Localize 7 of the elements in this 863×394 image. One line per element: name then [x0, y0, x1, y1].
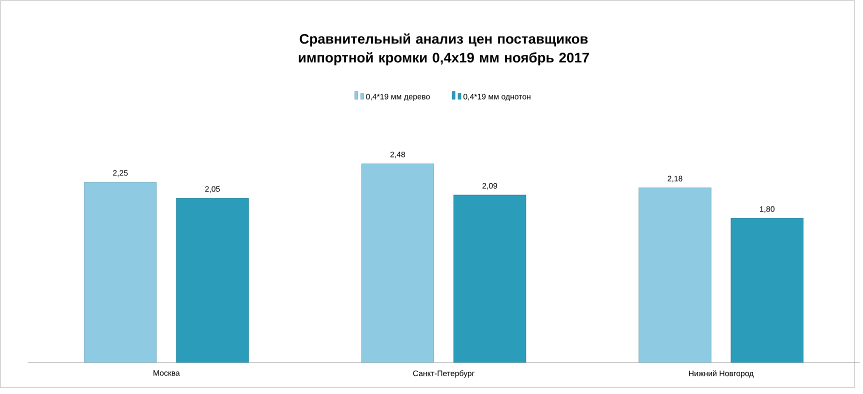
bar: [638, 188, 712, 363]
bar: [84, 182, 157, 363]
bar: [730, 218, 804, 363]
bar: [453, 194, 526, 363]
bar: [176, 198, 249, 363]
chart-title: Сравнительный анализ цен поставщиков импортной кромки 0,4х19 мм ноябрь 2017: [298, 33, 589, 66]
bar: [361, 163, 434, 363]
